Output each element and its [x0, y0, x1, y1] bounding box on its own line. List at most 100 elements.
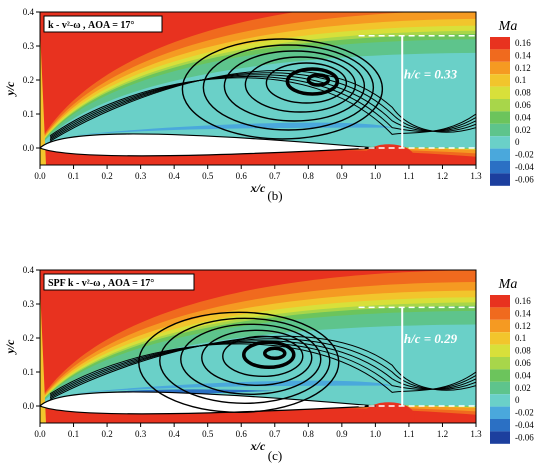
- colorbar-label: 0.12: [515, 321, 531, 331]
- x-tick-label: 0.3: [135, 429, 147, 439]
- colorbar-swatch: [490, 357, 510, 370]
- colorbar-swatch: [490, 369, 510, 382]
- x-tick-label: 0.5: [202, 171, 214, 181]
- x-tick-label: 1.2: [437, 429, 448, 439]
- colorbar-swatch: [490, 74, 510, 87]
- chart-panel-1: h/c = 0.33 k - v²-ω , AOA = 17° 0.0 0.1 0.2 0…: [3, 7, 534, 203]
- height-annotation: h/c = 0.33: [404, 66, 458, 81]
- colorbar-swatch: [490, 123, 510, 137]
- y-tick-label: 0.2: [23, 333, 34, 343]
- colorbar-label: 0.1: [515, 333, 526, 343]
- streamline: [49, 77, 476, 137]
- colorbar-swatch: [490, 86, 510, 99]
- x-tick-label: 0.2: [101, 429, 112, 439]
- colorbar-label: -0.06: [515, 174, 534, 184]
- x-tick-label: 0.8: [303, 171, 315, 181]
- x-tick-label: 0.0: [34, 429, 46, 439]
- y-tick-label: 0.3: [23, 41, 35, 51]
- x-tick-label: 0.2: [101, 171, 112, 181]
- panel-caption: (b): [267, 188, 282, 203]
- x-tick-label: 0.7: [269, 171, 281, 181]
- legend-label: k - v²-ω , AOA = 17°: [48, 20, 134, 31]
- contour-band--0.02: [66, 380, 393, 395]
- y-tick-label: 0.4: [23, 7, 35, 17]
- leading-edge-region: [40, 287, 46, 423]
- plot-frame: [39, 11, 477, 166]
- streamline: [49, 343, 476, 395]
- contour-field: [40, 12, 476, 165]
- streamline-loop: [202, 44, 375, 131]
- colorbar-swatch: [490, 381, 510, 395]
- x-tick-label: 1.3: [470, 429, 482, 439]
- streamline-loop: [242, 340, 296, 370]
- wake-region: [362, 144, 415, 165]
- x-tick-label: 1.2: [437, 171, 448, 181]
- colorbar-swatch: [490, 148, 510, 161]
- colorbar-swatch: [490, 394, 510, 407]
- colorbar-swatch: [490, 161, 510, 174]
- x-tick-label: 0.7: [269, 429, 281, 439]
- colorbar: Ma 0.16 0.14 0.12 0.1 0.08 0.06 0.04 0.02 0 -0.02 -…: [490, 277, 534, 444]
- colorbar-swatch: [490, 406, 510, 419]
- colorbar-swatch: [490, 344, 510, 357]
- y-tick-label: 0.0: [23, 401, 35, 411]
- y-tick-label: 0.0: [23, 143, 35, 153]
- x-tick-label: 0.1: [68, 429, 79, 439]
- x-tick-label: 1.0: [370, 429, 382, 439]
- colorbar-label: 0.16: [515, 296, 531, 306]
- colorbar-label: 0: [515, 395, 520, 405]
- x-tick-label: 0.9: [336, 429, 348, 439]
- colorbar-label: -0.02: [515, 150, 534, 160]
- colorbar-swatch: [490, 431, 510, 444]
- colorbar-swatch: [490, 37, 510, 50]
- streamline-loop: [222, 335, 304, 377]
- height-annotation: h/c = 0.29: [404, 331, 458, 346]
- streamline-loop: [201, 329, 313, 386]
- colorbar-label: 0.02: [515, 125, 531, 135]
- colorbar-swatch: [490, 307, 510, 320]
- colorbar-label: 0.12: [515, 63, 531, 73]
- colorbar-swatch: [490, 99, 510, 112]
- x-tick-label: 0.4: [169, 171, 181, 181]
- contour-band--0.02: [66, 122, 393, 137]
- colorbar-swatch: [490, 61, 510, 75]
- streamlines: [49, 38, 476, 142]
- colorbar-swatch: [490, 49, 510, 62]
- airfoil: [40, 391, 376, 415]
- airfoil: [40, 133, 376, 157]
- colorbar-label: -0.04: [515, 420, 534, 430]
- y-tick-label: 0.2: [23, 75, 34, 85]
- streamlines: [49, 311, 476, 413]
- legend-label-box: k - v²-ω , AOA = 17°: [43, 15, 163, 33]
- y-axis-label: y/c: [3, 81, 17, 98]
- colorbar-swatch: [490, 319, 510, 333]
- x-axis-label: x/c: [250, 181, 266, 195]
- streamline-loop: [265, 62, 348, 104]
- leading-edge-region: [40, 29, 46, 165]
- colorbar: Ma 0.16 0.14 0.12 0.1 0.08 0.06 0.04 0.02 0 -0.02 -…: [490, 19, 534, 186]
- x-tick-label: 1.3: [470, 171, 482, 181]
- colorbar-swatch: [490, 295, 510, 308]
- colorbar-swatch: [490, 136, 510, 149]
- colorbar-label: -0.04: [515, 162, 534, 172]
- colorbar-label: 0.06: [515, 100, 531, 110]
- plot-frame: [39, 269, 477, 424]
- colorbar-title: Ma: [498, 277, 518, 292]
- streamline-loop: [180, 323, 322, 395]
- panel-caption: (c): [268, 448, 282, 463]
- colorbar-label: 0.08: [515, 88, 531, 98]
- streamline-loop: [159, 317, 331, 404]
- legend-label-box: SPF k - v²-ω , AOA = 17°: [43, 273, 195, 291]
- chart-panel-2: h/c = 0.29 SPF k - v²-ω , AOA = 17° 0.0 0.1…: [3, 265, 534, 463]
- colorbar-label: 0.14: [515, 50, 531, 60]
- colorbar-swatch: [490, 173, 510, 186]
- x-tick-label: 1.0: [370, 171, 382, 181]
- colorbar-label: -0.02: [515, 408, 534, 418]
- y-tick-label: 0.4: [23, 265, 35, 275]
- streamline-loop: [181, 38, 384, 140]
- streamline-loop: [223, 50, 366, 122]
- colorbar-label: 0: [515, 137, 520, 147]
- legend-label: SPF k - v²-ω , AOA = 17°: [48, 278, 154, 289]
- colorbar-label: 0.1: [515, 75, 526, 85]
- colorbar-swatch: [490, 111, 510, 124]
